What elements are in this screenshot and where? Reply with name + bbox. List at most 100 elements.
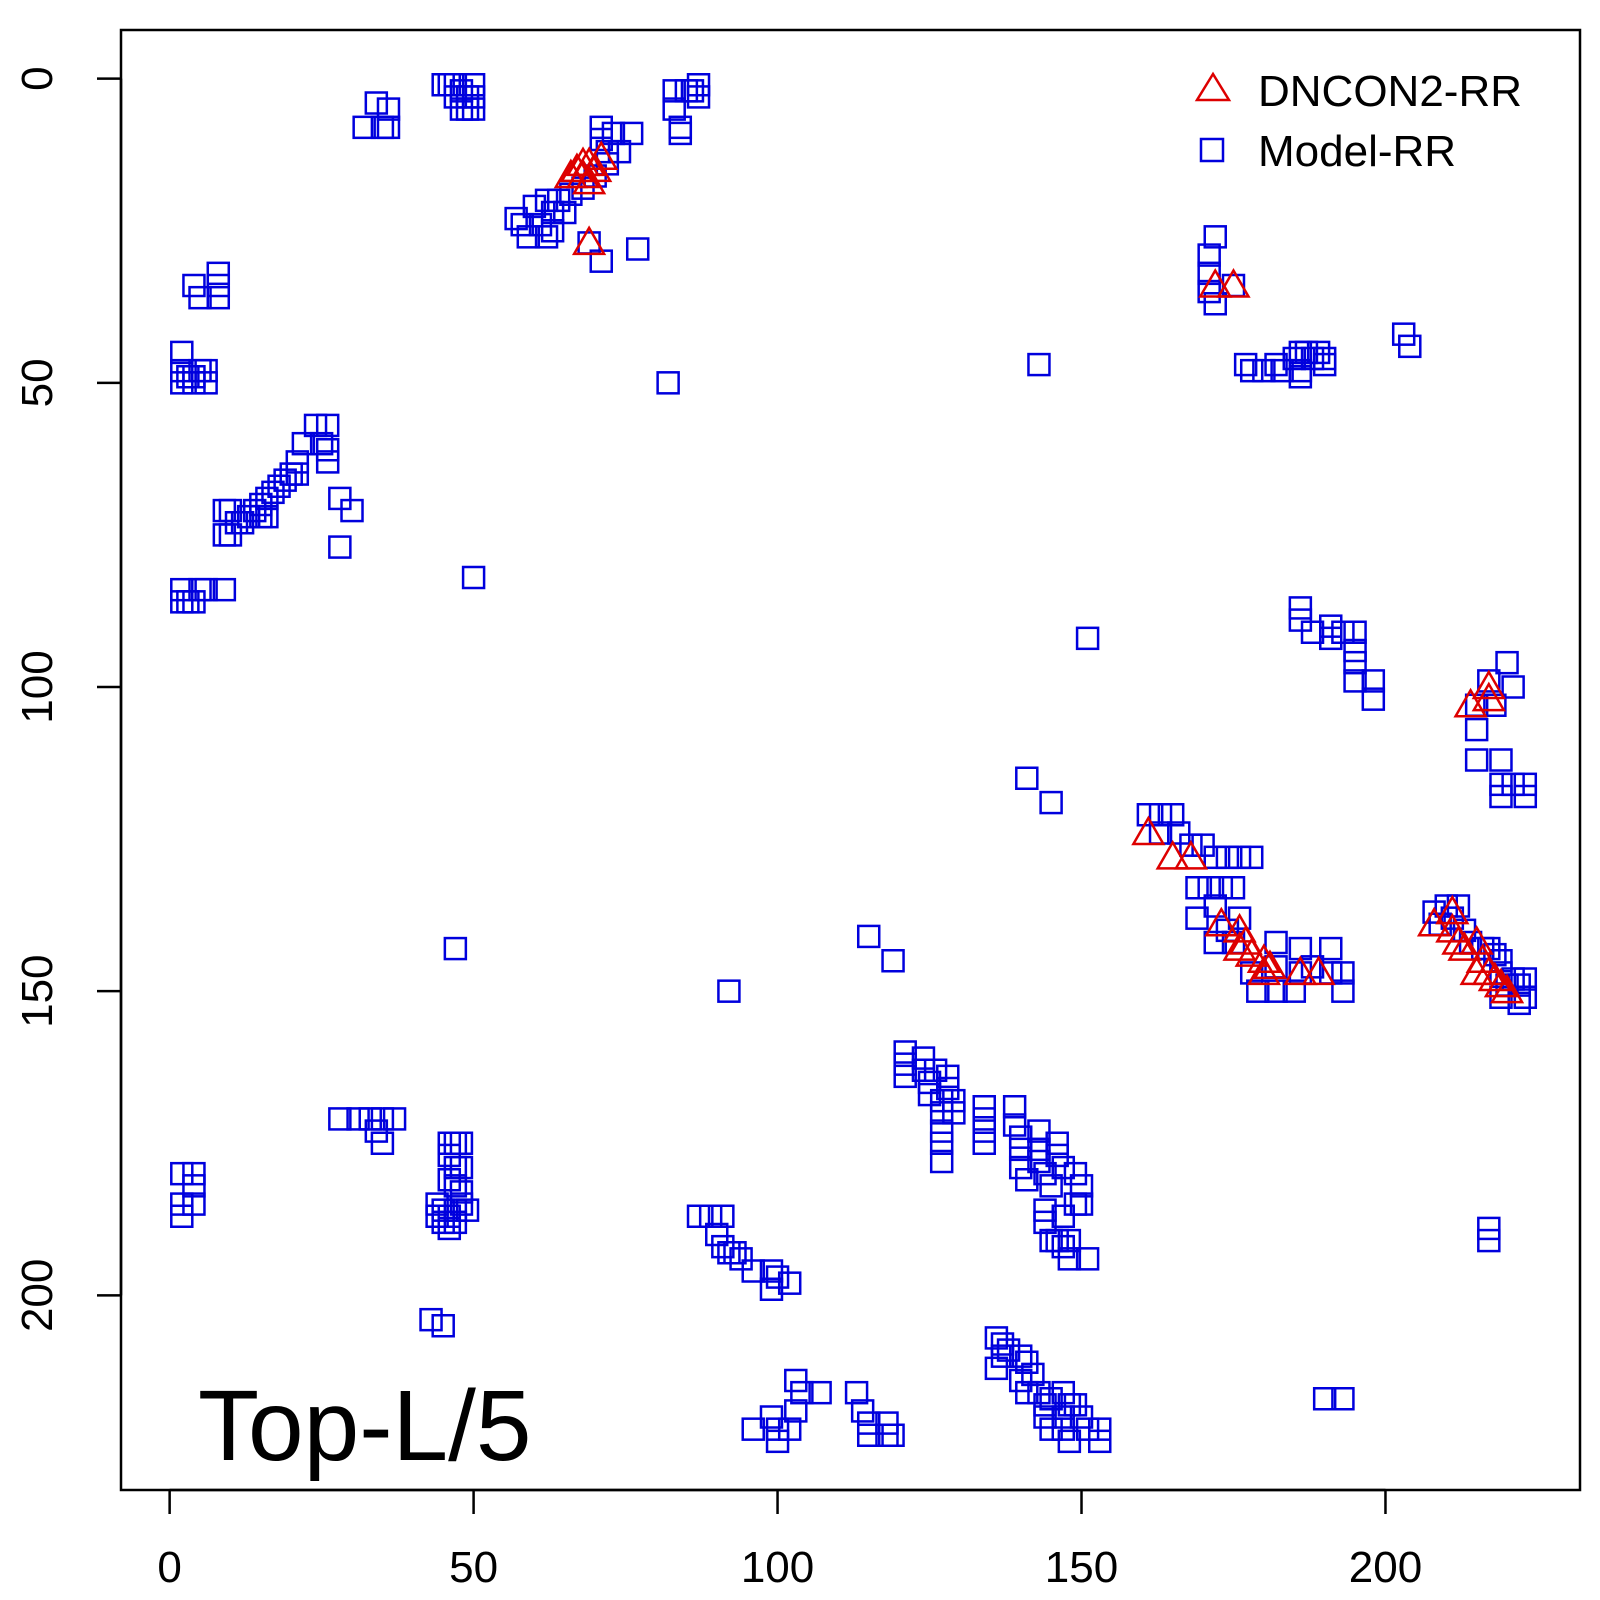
dncon2-rr-point xyxy=(1459,924,1494,955)
model-rr-point xyxy=(1312,352,1337,377)
model-rr-point xyxy=(279,462,303,486)
model-rr-point xyxy=(182,365,206,389)
model-rr-point xyxy=(182,1161,206,1186)
model-rr-point xyxy=(936,1076,960,1101)
model-rr-point xyxy=(777,1271,802,1295)
model-rr-point xyxy=(170,340,194,365)
model-rr-points xyxy=(170,73,1538,1454)
model-rr-point xyxy=(1513,967,1538,991)
model-rr-point xyxy=(461,73,486,97)
model-rr-point xyxy=(1501,675,1525,699)
model-rr-point xyxy=(850,1399,875,1423)
model-rr-point xyxy=(1343,638,1367,663)
model-rr-point xyxy=(625,237,650,261)
model-rr-point xyxy=(1039,1417,1063,1441)
model-rr-point xyxy=(1246,979,1270,1003)
model-rr-point xyxy=(1203,225,1227,249)
model-rr-point xyxy=(182,1174,206,1198)
model-rr-point xyxy=(540,219,565,243)
model-rr-point xyxy=(1087,1417,1112,1441)
model-rr-point xyxy=(893,1064,917,1089)
model-rr-point xyxy=(990,1332,1015,1356)
model-rr-point xyxy=(285,450,310,474)
model-rr-point xyxy=(449,1131,474,1155)
model-rr-point xyxy=(1039,1387,1063,1411)
x-axis: 0 50 100 150 200 xyxy=(157,1488,1422,1592)
model-rr-point xyxy=(194,577,218,602)
model-rr-point xyxy=(212,577,237,602)
legend: DNCON2-RR Model-RR xyxy=(1194,67,1522,176)
model-rr-point xyxy=(929,1088,954,1113)
dncon2-rr-point xyxy=(1173,839,1209,870)
model-rr-point xyxy=(711,1234,735,1259)
model-rr-point xyxy=(984,1356,1009,1381)
model-rr-point xyxy=(1398,334,1422,359)
model-rr-point xyxy=(443,1174,468,1198)
model-rr-point xyxy=(1027,1380,1051,1405)
model-rr-point xyxy=(705,1222,729,1247)
model-rr-point xyxy=(741,1259,765,1283)
model-rr-point xyxy=(1227,845,1252,870)
model-rr-point xyxy=(808,1380,832,1405)
model-rr-point xyxy=(729,1247,753,1271)
model-rr-point xyxy=(1294,340,1319,365)
model-rr-point xyxy=(212,498,237,523)
model-rr-point xyxy=(206,261,231,286)
model-rr-point xyxy=(1008,1155,1033,1180)
model-rr-point xyxy=(443,936,468,961)
model-rr-point xyxy=(1203,894,1227,918)
model-rr-point xyxy=(376,97,401,121)
model-rr-point xyxy=(1021,1362,1045,1387)
model-rr-point xyxy=(528,212,553,237)
model-rr-point xyxy=(1264,352,1288,377)
model-rr-point xyxy=(449,79,474,103)
model-rr-point xyxy=(182,273,206,298)
model-rr-point xyxy=(1300,346,1325,371)
legend-label-model-rr: Model-RR xyxy=(1258,127,1456,176)
model-rr-point xyxy=(1008,1125,1033,1149)
model-rr-point xyxy=(516,225,541,249)
model-rr-point xyxy=(1045,1143,1069,1168)
model-rr-point xyxy=(686,73,711,97)
model-rr-point xyxy=(1051,1405,1076,1429)
model-rr-point xyxy=(686,1204,711,1228)
model-rr-point xyxy=(1069,1405,1094,1429)
model-rr-point xyxy=(443,85,468,109)
model-rr-point xyxy=(1015,1380,1039,1405)
dncon2-rr-point xyxy=(1483,967,1519,998)
model-rr-point xyxy=(1057,1429,1082,1454)
model-rr-point xyxy=(1209,876,1234,900)
model-rr-point xyxy=(1051,1155,1076,1180)
dncon2-rr-points xyxy=(553,140,1525,1004)
model-rr-point xyxy=(376,115,401,140)
model-rr-point xyxy=(1069,1174,1094,1198)
model-rr-point xyxy=(1045,1131,1069,1155)
model-rr-point xyxy=(929,1131,954,1155)
dncon2-rr-point xyxy=(1246,955,1282,986)
model-rr-point xyxy=(1015,766,1039,790)
plot-frame xyxy=(119,28,1582,1492)
model-rr-point xyxy=(1075,1247,1100,1271)
model-rr-point xyxy=(1027,352,1051,377)
model-rr-point xyxy=(255,486,279,511)
model-rr-point xyxy=(1197,261,1221,286)
dncon2-rr-point xyxy=(1489,973,1525,1004)
model-rr-point xyxy=(182,590,206,614)
model-rr-point xyxy=(1361,687,1386,711)
model-rr-point xyxy=(1185,906,1209,930)
model-rr-point xyxy=(1033,1161,1057,1186)
y-tick-label: 0 xyxy=(13,66,62,90)
model-rr-point xyxy=(236,504,261,529)
model-rr-point xyxy=(1197,876,1221,900)
model-rr-point xyxy=(1002,1113,1027,1137)
model-rr-point xyxy=(765,1429,790,1454)
model-rr-point xyxy=(972,1095,996,1119)
model-rr-point xyxy=(1331,620,1355,644)
model-rr-point xyxy=(1464,748,1489,772)
dncon2-rr-point xyxy=(1471,669,1506,700)
model-rr-point xyxy=(449,1180,474,1204)
model-rr-point xyxy=(1331,961,1355,985)
model-rr-point xyxy=(449,1192,474,1216)
dncon2-rr-point xyxy=(571,146,607,177)
model-rr-point xyxy=(856,1423,881,1447)
